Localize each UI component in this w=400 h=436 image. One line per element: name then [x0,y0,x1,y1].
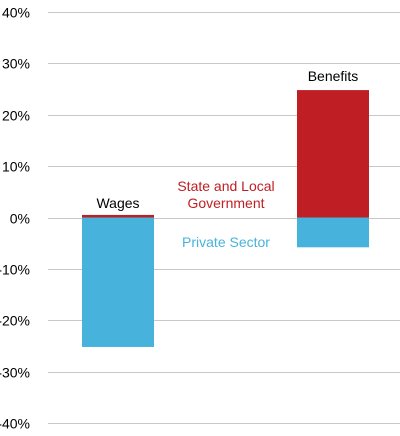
y-axis-ticks: 40% 30% 20% 10% 0% -10% -20% -30% -40% [0,5,30,432]
y-tick-label: 10% [2,159,30,175]
y-tick-label: 30% [2,56,30,72]
y-tick-label: 0% [10,211,30,227]
y-tick-label: -10% [0,262,30,278]
legend-label: State and Local [177,178,274,194]
legend-label: Government [187,195,264,211]
y-tick-label: 40% [2,5,30,21]
category-label-wages: Wages [96,195,139,211]
bar-wages-private-sector [82,217,154,347]
bar-benefits-state-and-local-government [297,90,369,218]
y-tick-label: -30% [0,365,30,381]
bar-wages-state-and-local-government [82,214,154,218]
bars [82,90,369,347]
y-tick-label: -20% [0,313,30,329]
y-tick-label: -40% [0,416,30,432]
category-label-benefits: Benefits [308,68,359,84]
bar-benefits-private-sector [297,217,369,248]
y-tick-label: 20% [2,108,30,124]
category-labels: Wages Benefits [96,68,358,211]
legend-label: Private Sector [182,234,270,250]
